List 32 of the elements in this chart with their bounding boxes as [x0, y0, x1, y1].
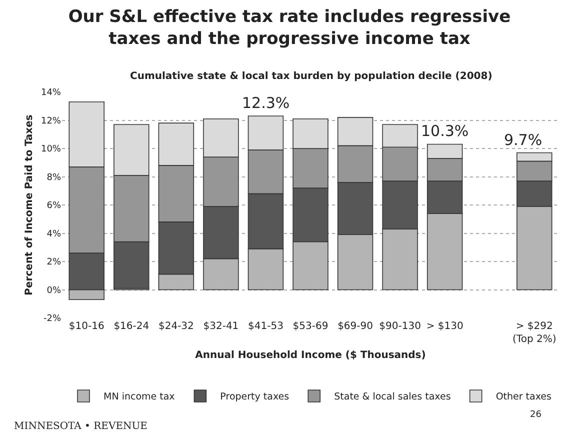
y-tick-label: -2% — [43, 314, 62, 324]
text: MINNESOTA • REVENUE — [14, 421, 148, 432]
chart-title: Our S&L effective tax rate includes regressive taxes and the progressive income tax — [68, 6, 511, 49]
x-tick-label: $41-53 — [248, 321, 284, 332]
x-tick-label: $32-41 — [203, 321, 239, 332]
total-label: 12.3% — [242, 94, 290, 112]
x-tick-label: $69-90 — [338, 321, 373, 332]
total-label: 9.7% — [504, 131, 542, 149]
y-tick-label: 4% — [46, 229, 62, 240]
y-tick-label: 0% — [46, 286, 62, 296]
y-axis-title: Percent of Income Paid to Taxes — [24, 114, 35, 296]
y-tick-label: 14% — [40, 88, 62, 98]
x-tick-label: $53-69 — [292, 321, 328, 332]
x-axis-title: Annual Household Income ($ Thousands) — [195, 350, 426, 361]
legend-label: Other taxes — [496, 392, 552, 403]
legend-label: State & local sales taxes — [334, 392, 451, 403]
x-tick-label: $90-130 — [379, 321, 421, 332]
legend-label: Property taxes — [220, 392, 290, 403]
y-tick-label: 10% — [40, 144, 62, 155]
y-tick-label: 8% — [46, 172, 62, 183]
y-tick-label: 12% — [40, 116, 62, 126]
x-tick-label: > $292 (Top 2%) — [512, 321, 556, 345]
legend-label: MN income tax — [104, 392, 176, 403]
x-tick-label: > $130 — [426, 321, 464, 332]
x-tick-label: $16-24 — [114, 321, 150, 332]
y-tick-label: 6% — [46, 201, 62, 212]
x-tick-label: $10-16 — [68, 321, 104, 332]
y-tick-label: 2% — [46, 258, 62, 268]
total-label: 10.3% — [421, 122, 469, 140]
text: 26 — [530, 410, 542, 420]
x-tick-label: $24-32 — [158, 321, 194, 332]
chart-subtitle: Cumulative state & local tax burden by population decile (2008) — [130, 71, 492, 82]
